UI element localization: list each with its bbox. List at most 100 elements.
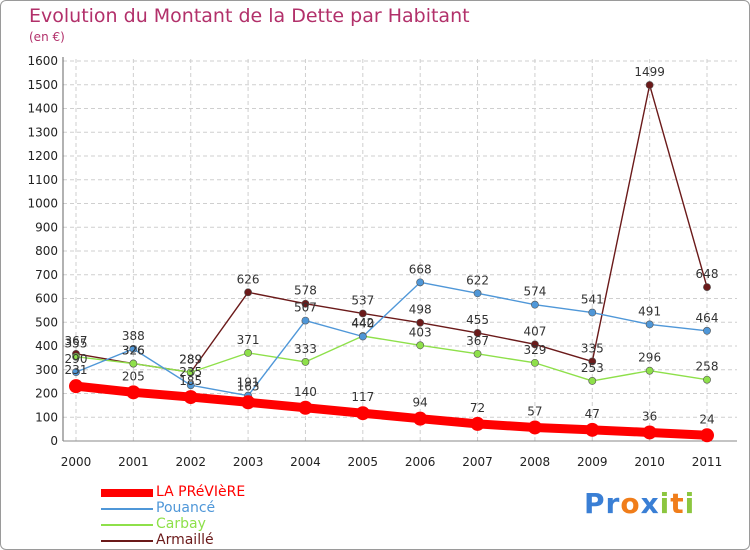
data-label-pouance: 191 xyxy=(237,376,260,390)
series-line-carbay xyxy=(75,335,708,382)
label-layer: 367 326 289 626 578 537 498 455 407 335 1499 648 355… xyxy=(65,65,719,426)
x-tick-label: 2004 xyxy=(290,455,321,469)
legend-label: Carbay xyxy=(156,516,206,532)
y-tick-label: 800 xyxy=(35,244,58,258)
data-label-armaille: 407 xyxy=(523,324,546,338)
point-pouance xyxy=(531,300,539,309)
x-tick-label: 2003 xyxy=(233,455,264,469)
data-label-la-previere: 94 xyxy=(413,396,428,410)
point-armaille xyxy=(301,299,310,308)
point-armaille xyxy=(588,357,597,366)
data-label-la-previere: 47 xyxy=(585,407,600,421)
y-tick-label: 400 xyxy=(35,339,58,353)
point-armaille xyxy=(473,329,482,337)
data-label-la-previere: 57 xyxy=(527,404,542,418)
y-tick-label: 600 xyxy=(35,292,58,306)
axis-layer: 0 100 200 300 400 500 600 700 800 900 1000 1100 1200… xyxy=(27,54,737,469)
point-pouance xyxy=(129,344,138,353)
data-label-pouance: 290 xyxy=(65,352,88,366)
data-label-la-previere: 36 xyxy=(642,409,657,423)
legend-item-armaille: Armaillé xyxy=(101,533,321,549)
x-tick-label: 2007 xyxy=(462,455,493,469)
legend-label: LA PRéVIèRE xyxy=(156,484,246,500)
y-tick-label: 1300 xyxy=(27,125,58,139)
data-label-la-previere: 231 xyxy=(65,363,88,377)
data-label-la-previere: 163 xyxy=(237,379,260,393)
chart-unit: (en €) xyxy=(29,30,65,44)
data-label-armaille: 326 xyxy=(122,344,145,358)
data-label-pouance: 388 xyxy=(122,329,145,343)
data-label-armaille: 335 xyxy=(581,341,604,355)
logo-letter: r xyxy=(605,487,621,520)
data-label-armaille: 1499 xyxy=(634,65,665,79)
x-tick-label: 2006 xyxy=(405,455,436,469)
x-tick-label: 2000 xyxy=(61,455,92,469)
legend-item-pouance: Pouancé xyxy=(101,501,321,517)
logo-letter: x xyxy=(640,487,660,520)
data-label-carbay: 253 xyxy=(581,361,604,375)
data-label-la-previere: 185 xyxy=(179,374,202,388)
data-label-pouance: 235 xyxy=(179,365,202,379)
point-carbay xyxy=(129,359,138,368)
point-armaille xyxy=(416,318,425,327)
series-layer xyxy=(69,81,714,443)
point-armaille xyxy=(645,81,654,89)
x-tick-label: 2001 xyxy=(118,455,149,469)
proxiti-logo: Proxiti xyxy=(584,487,695,520)
data-label-la-previere: 140 xyxy=(294,385,317,399)
data-label-pouance: 464 xyxy=(696,311,719,325)
legend-swatch xyxy=(101,540,153,542)
point-pouance xyxy=(72,368,80,377)
y-tick-label: 1500 xyxy=(27,78,58,92)
point-carbay xyxy=(473,349,482,358)
data-label-carbay: 333 xyxy=(294,342,317,356)
point-la-previere xyxy=(355,406,370,421)
y-tick-label: 0 xyxy=(50,434,58,448)
y-tick-label: 700 xyxy=(35,268,58,282)
point-armaille xyxy=(244,288,252,297)
x-tick-label: 2002 xyxy=(175,455,206,469)
point-la-previere xyxy=(470,416,485,431)
point-pouance xyxy=(703,326,711,335)
y-tick-label: 100 xyxy=(35,410,58,424)
logo-letter: i xyxy=(684,487,696,520)
y-tick-label: 1400 xyxy=(27,102,58,116)
y-tick-label: 900 xyxy=(35,220,58,234)
legend-swatch xyxy=(101,489,153,497)
data-label-pouance: 507 xyxy=(294,301,317,315)
point-la-previere xyxy=(241,395,256,410)
data-label-armaille: 578 xyxy=(294,284,317,298)
series-line-la-previere xyxy=(71,381,712,440)
x-tick-label: 2011 xyxy=(692,455,723,469)
point-la-previere xyxy=(642,425,657,440)
point-armaille xyxy=(358,309,367,318)
data-label-carbay: 326 xyxy=(122,344,145,358)
data-label-carbay: 442 xyxy=(351,316,374,330)
x-tick-label: 2008 xyxy=(520,455,551,469)
y-tick-label: 200 xyxy=(35,387,58,401)
data-label-pouance: 440 xyxy=(351,317,374,331)
point-pouance xyxy=(473,289,482,298)
x-tick-label: 2009 xyxy=(577,455,608,469)
logo-letter: P xyxy=(584,487,606,520)
chart-title: Evolution du Montant de la Dette par Hab… xyxy=(29,5,470,27)
data-label-pouance: 668 xyxy=(409,262,432,276)
y-tick-label: 1600 xyxy=(27,54,58,68)
data-label-la-previere: 72 xyxy=(470,401,485,415)
y-tick-label: 300 xyxy=(35,363,58,377)
data-label-armaille: 455 xyxy=(466,313,489,327)
y-tick-label: 1200 xyxy=(27,149,58,163)
point-la-previere xyxy=(527,420,542,435)
data-label-carbay: 329 xyxy=(523,343,546,357)
point-pouance xyxy=(358,332,367,341)
point-la-previere xyxy=(183,390,198,405)
grid-layer xyxy=(63,59,737,441)
legend-label: Pouancé xyxy=(156,500,216,516)
data-label-carbay: 289 xyxy=(179,352,202,366)
data-label-carbay: 371 xyxy=(237,333,260,347)
legend-label: Armaillé xyxy=(156,532,214,548)
data-label-carbay: 367 xyxy=(466,334,489,348)
point-carbay xyxy=(416,341,425,350)
point-pouance xyxy=(416,278,425,287)
